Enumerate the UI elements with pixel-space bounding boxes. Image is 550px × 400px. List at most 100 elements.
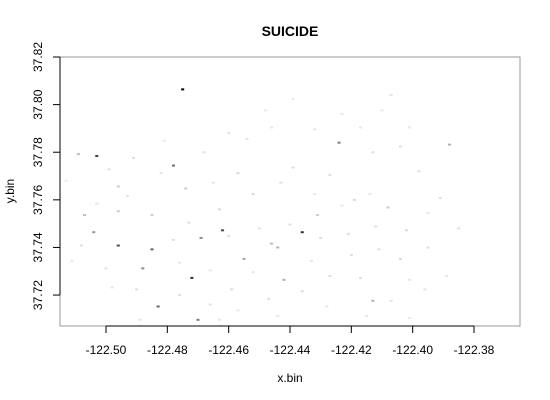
heatmap-cell <box>270 242 274 245</box>
heatmap-cell <box>92 231 96 234</box>
heatmap-cell <box>199 236 203 239</box>
heatmap-cell <box>221 229 225 232</box>
heatmap-cell <box>368 193 372 196</box>
heatmap-cell <box>107 168 111 171</box>
heatmap-cell <box>251 271 255 274</box>
y-axis-ticks: 37.72 37.74 37.76 37.78 37.80 37.82 <box>31 42 60 310</box>
heatmap-cell <box>398 257 402 260</box>
x-tick-label: -122.38 <box>454 343 495 357</box>
heatmap-cell <box>389 94 393 97</box>
heatmap-cell <box>276 315 280 318</box>
heatmap-cell <box>208 303 212 306</box>
y-tick-label: 37.80 <box>31 89 45 119</box>
y-tick-label: 37.78 <box>31 137 45 167</box>
heatmap-cell <box>150 248 154 251</box>
y-tick-label: 37.76 <box>31 184 45 214</box>
heatmap-cell <box>132 156 136 159</box>
heatmap-cell <box>316 214 320 217</box>
heatmap-cell <box>313 193 317 196</box>
heatmap-cell <box>242 257 246 260</box>
heatmap-cell <box>156 305 160 308</box>
heatmap-cell <box>159 172 163 175</box>
heatmap-cell <box>380 109 384 112</box>
y-axis-label: y.bin <box>3 179 17 203</box>
heatmap-cell <box>76 153 80 156</box>
heatmap-cell <box>438 196 442 199</box>
x-tick-label: -122.46 <box>208 343 249 357</box>
heatmap-cell <box>270 126 274 129</box>
heatmap-cell <box>190 276 194 279</box>
heatmap-cell <box>267 297 271 300</box>
heatmap-cell <box>365 315 369 318</box>
heatmap-cell <box>227 132 231 135</box>
heatmap-cell <box>371 299 375 302</box>
heatmap-cell <box>150 214 154 217</box>
heatmap-cell <box>138 318 142 321</box>
x-tick-label: -122.44 <box>270 343 311 357</box>
x-tick-label: -122.48 <box>147 343 188 357</box>
heatmap-cell <box>447 143 451 146</box>
heatmap-cell <box>359 276 363 279</box>
plot-frame <box>59 56 521 327</box>
chart-title: SUICIDE <box>262 23 319 39</box>
heatmap-cell <box>386 206 390 209</box>
heatmap-cell <box>291 97 295 100</box>
x-tick-label: -122.40 <box>392 343 433 357</box>
heatmap-cell <box>257 227 261 230</box>
y-tick-label: 37.74 <box>31 232 45 262</box>
heatmap-cell <box>337 141 341 144</box>
heatmap-cell <box>374 225 378 228</box>
heatmap-cell <box>371 151 375 154</box>
heatmap-cell <box>184 187 188 190</box>
heatmap-cell <box>202 151 206 154</box>
heatmap-cell <box>444 275 448 278</box>
heatmap-cell <box>263 109 267 112</box>
heatmap-cell <box>389 299 393 302</box>
heatmap-cell <box>236 172 240 175</box>
heatmap-cell <box>178 294 182 297</box>
heatmap-cell <box>125 195 129 198</box>
heatmap-cell <box>95 202 99 205</box>
heatmap-cell <box>349 254 353 257</box>
heatmap-cell <box>408 316 412 319</box>
heatmap-cell <box>227 235 231 238</box>
heatmap-cell <box>217 208 221 211</box>
heatmap-cell <box>116 244 120 247</box>
heatmap-cell <box>230 288 234 291</box>
heatmap-cell <box>171 164 175 167</box>
heatmap-cell <box>346 233 350 236</box>
heatmap-cell <box>236 309 240 312</box>
heatmap-cell <box>309 259 313 262</box>
heatmap-cell <box>251 193 255 196</box>
heatmap-cells <box>64 88 461 321</box>
heatmap-cell <box>300 231 304 234</box>
heatmap-cell <box>340 204 344 207</box>
heatmap-cell <box>104 267 108 270</box>
x-tick-label: -122.50 <box>86 343 127 357</box>
heatmap-cell <box>313 128 317 131</box>
heatmap-cell <box>245 137 249 140</box>
heatmap-cell <box>135 288 139 291</box>
heatmap-cell <box>178 261 182 264</box>
heatmap-cell <box>288 223 292 226</box>
heatmap-cell <box>217 318 221 321</box>
heatmap-cell <box>187 221 191 224</box>
heatmap-cell <box>328 174 332 177</box>
heatmap-cell <box>70 259 74 262</box>
heatmap-cell <box>408 126 412 129</box>
heatmap-cell <box>408 278 412 281</box>
heatmap-cell <box>426 212 430 215</box>
heatmap-cell <box>116 210 120 213</box>
x-axis-label: x.bin <box>277 371 302 385</box>
heatmap-cell <box>457 227 461 230</box>
heatmap-cell <box>319 236 323 239</box>
heatmap-cell <box>325 305 329 308</box>
heatmap-cell <box>340 113 344 116</box>
heatmap-cell <box>276 246 280 249</box>
heatmap-cell <box>405 229 409 232</box>
heatmap-cell <box>426 246 430 249</box>
heatmap-cell <box>398 145 402 148</box>
heatmap-cell <box>116 185 120 188</box>
heatmap-cell <box>110 286 114 289</box>
